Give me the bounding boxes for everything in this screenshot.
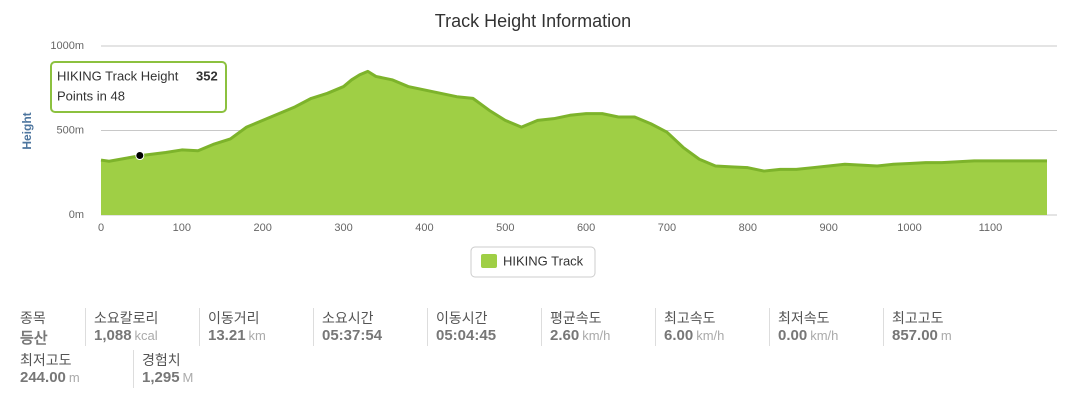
- legend[interactable]: HIKING Track: [470, 246, 596, 278]
- legend-label[interactable]: HIKING Track: [503, 253, 584, 268]
- x-tick-label: 300: [334, 222, 352, 234]
- stat-value-row: 6.00 km/h: [664, 327, 769, 344]
- tooltip: HIKING Track Height 352 Points in 48: [50, 61, 227, 113]
- stat-value-row: 1,088 kcal: [94, 327, 199, 344]
- tooltip-box: [50, 61, 227, 113]
- stat-label: 이동거리: [208, 310, 260, 326]
- stat-item: 소요칼로리 1,088 kcal: [85, 308, 199, 346]
- stat-value: 244.00: [20, 369, 66, 386]
- stat-value: 등산: [20, 330, 48, 347]
- stat-item: 소요시간 05:37:54: [313, 308, 427, 346]
- stat-item: 이동시간 05:04:45: [427, 308, 541, 346]
- y-axis-title: Height: [20, 112, 34, 149]
- stat-item: 최저고도 244.00 m: [20, 350, 125, 388]
- legend-box: [470, 246, 596, 278]
- stat-unit: km/h: [696, 328, 725, 343]
- x-tick-label: 500: [496, 222, 514, 234]
- stat-label: 종목: [20, 310, 46, 326]
- legend-swatch: [481, 254, 497, 268]
- stat-label: 최고고도: [892, 310, 944, 326]
- x-tick-label: 200: [254, 222, 272, 234]
- x-tick-label: 1100: [979, 222, 1003, 234]
- tooltip-point: [135, 151, 145, 161]
- stat-value-row: 1,295 M: [142, 369, 247, 386]
- tooltip-title: HIKING Track Height: [57, 68, 179, 83]
- stat-unit: kcal: [134, 328, 158, 343]
- stat-unit: M: [182, 370, 194, 385]
- stat-label: 소요칼로리: [94, 310, 159, 326]
- stat-value-row: 2.60 km/h: [550, 327, 655, 344]
- x-tick-label: 600: [577, 222, 595, 234]
- stat-unit: km: [248, 328, 266, 343]
- stat-item: 경험치 1,295 M: [133, 350, 247, 388]
- stat-unit: km/h: [810, 328, 839, 343]
- stat-value: 857.00: [892, 327, 938, 344]
- stat-value: 1,088: [94, 327, 132, 344]
- x-tick-label: 900: [820, 222, 838, 234]
- stat-value: 0.00: [778, 327, 808, 344]
- stat-item: 이동거리 13.21 km: [199, 308, 313, 346]
- stat-value-row: 13.21 km: [208, 327, 313, 344]
- stat-value-row: 05:37:54: [322, 327, 427, 344]
- chart-title: Track Height Information: [435, 11, 631, 31]
- y-tick-label: 1000m: [50, 40, 84, 52]
- x-tick-label: 100: [173, 222, 191, 234]
- stat-value-row: 244.00 m: [20, 369, 125, 386]
- tooltip-text: Points in 48: [57, 88, 125, 103]
- stat-value-row: 등산: [20, 327, 85, 348]
- area: [101, 71, 1047, 215]
- stat-value-row: 05:04:45: [436, 327, 541, 344]
- stat-label: 최고속도: [664, 310, 716, 326]
- stat-item: 최저속도 0.00 km/h: [769, 308, 883, 346]
- stat-value: 6.00: [664, 327, 694, 344]
- stat-label: 최저속도: [778, 310, 830, 326]
- stat-value-row: 0.00 km/h: [778, 327, 883, 344]
- x-tick-label: 1000: [897, 222, 921, 234]
- area-line: [100, 69, 1047, 173]
- stat-label: 평균속도: [550, 310, 602, 326]
- stat-value: 1,295: [142, 369, 180, 386]
- stat-value: 2.60: [550, 327, 580, 344]
- stat-value: 05:04:45: [436, 327, 497, 344]
- y-tick-label: 0m: [69, 209, 84, 221]
- stat-item: 최고고도 857.00 m: [883, 308, 997, 346]
- tooltip-value: 352: [196, 68, 218, 83]
- stat-label: 이동시간: [436, 310, 488, 326]
- plot: 0m 500m 1000m 0 100 200 300 400 500 600 700 800 900 1…: [50, 40, 1057, 234]
- stat-unit: m: [68, 370, 80, 385]
- stat-unit: m: [940, 328, 952, 343]
- stat-value: 05:37:54: [322, 327, 383, 344]
- stat-item: 최고속도 6.00 km/h: [655, 308, 769, 346]
- stat-label: 소요시간: [322, 310, 374, 326]
- x-tick-label: 400: [415, 222, 433, 234]
- stat-item: 평균속도 2.60 km/h: [541, 308, 655, 346]
- x-tick-label: 0: [98, 222, 104, 234]
- x-tick-label: 700: [658, 222, 676, 234]
- stats: 종목 등산 소요칼로리 1,088 kcal 이동거리 13.21 km 소요시간 05:37:5…: [20, 308, 1020, 392]
- x-tick-label: 800: [739, 222, 757, 234]
- stat-value-row: 857.00 m: [892, 327, 997, 344]
- stat-label: 경험치: [142, 352, 181, 368]
- y-tick-label: 500m: [56, 124, 84, 136]
- stat-unit: km/h: [582, 328, 611, 343]
- chart: Track Height Information Height 0m 500m 10…: [20, 11, 1057, 278]
- stat-label: 최저고도: [20, 352, 72, 368]
- stat-value: 13.21: [208, 327, 246, 344]
